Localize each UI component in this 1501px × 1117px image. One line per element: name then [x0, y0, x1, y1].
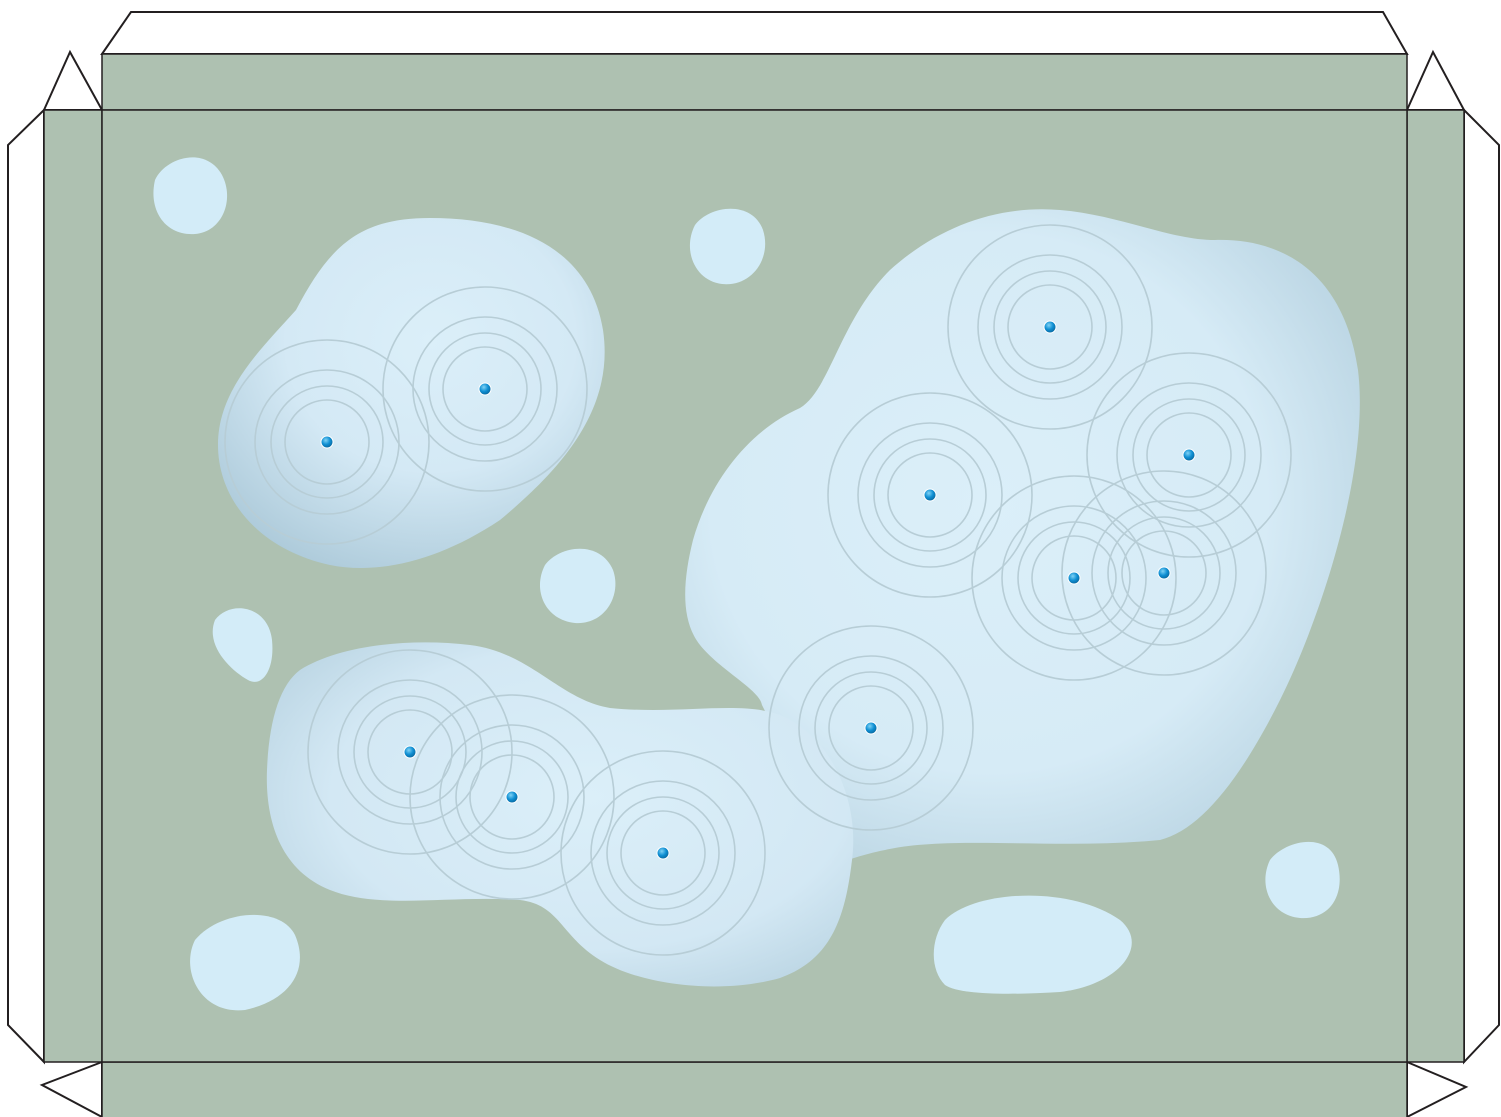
raindrop — [479, 383, 491, 395]
tab-bottom-left — [42, 1062, 102, 1117]
raindrop — [506, 791, 518, 803]
raindrop — [865, 722, 877, 734]
raindrop — [404, 746, 416, 758]
small-pool — [934, 896, 1132, 994]
raindrop — [321, 436, 333, 448]
right-flap — [1464, 110, 1499, 1062]
small-pool — [153, 157, 227, 234]
tab-top-left — [44, 52, 102, 110]
raindrop — [1068, 572, 1080, 584]
raindrop — [1158, 567, 1170, 579]
tab-top-right — [1407, 52, 1464, 110]
raindrop — [924, 489, 936, 501]
raindrop — [657, 847, 669, 859]
small-pool — [540, 549, 615, 623]
right-panel — [1407, 110, 1464, 1062]
raindrop — [1183, 449, 1195, 461]
top-panel — [102, 54, 1407, 110]
bottom-panel — [102, 1062, 1407, 1117]
top-flap — [102, 12, 1407, 54]
left-panel — [44, 110, 102, 1062]
raindrop — [1044, 321, 1056, 333]
left-flap — [8, 110, 44, 1062]
tab-bottom-right — [1407, 1062, 1466, 1117]
